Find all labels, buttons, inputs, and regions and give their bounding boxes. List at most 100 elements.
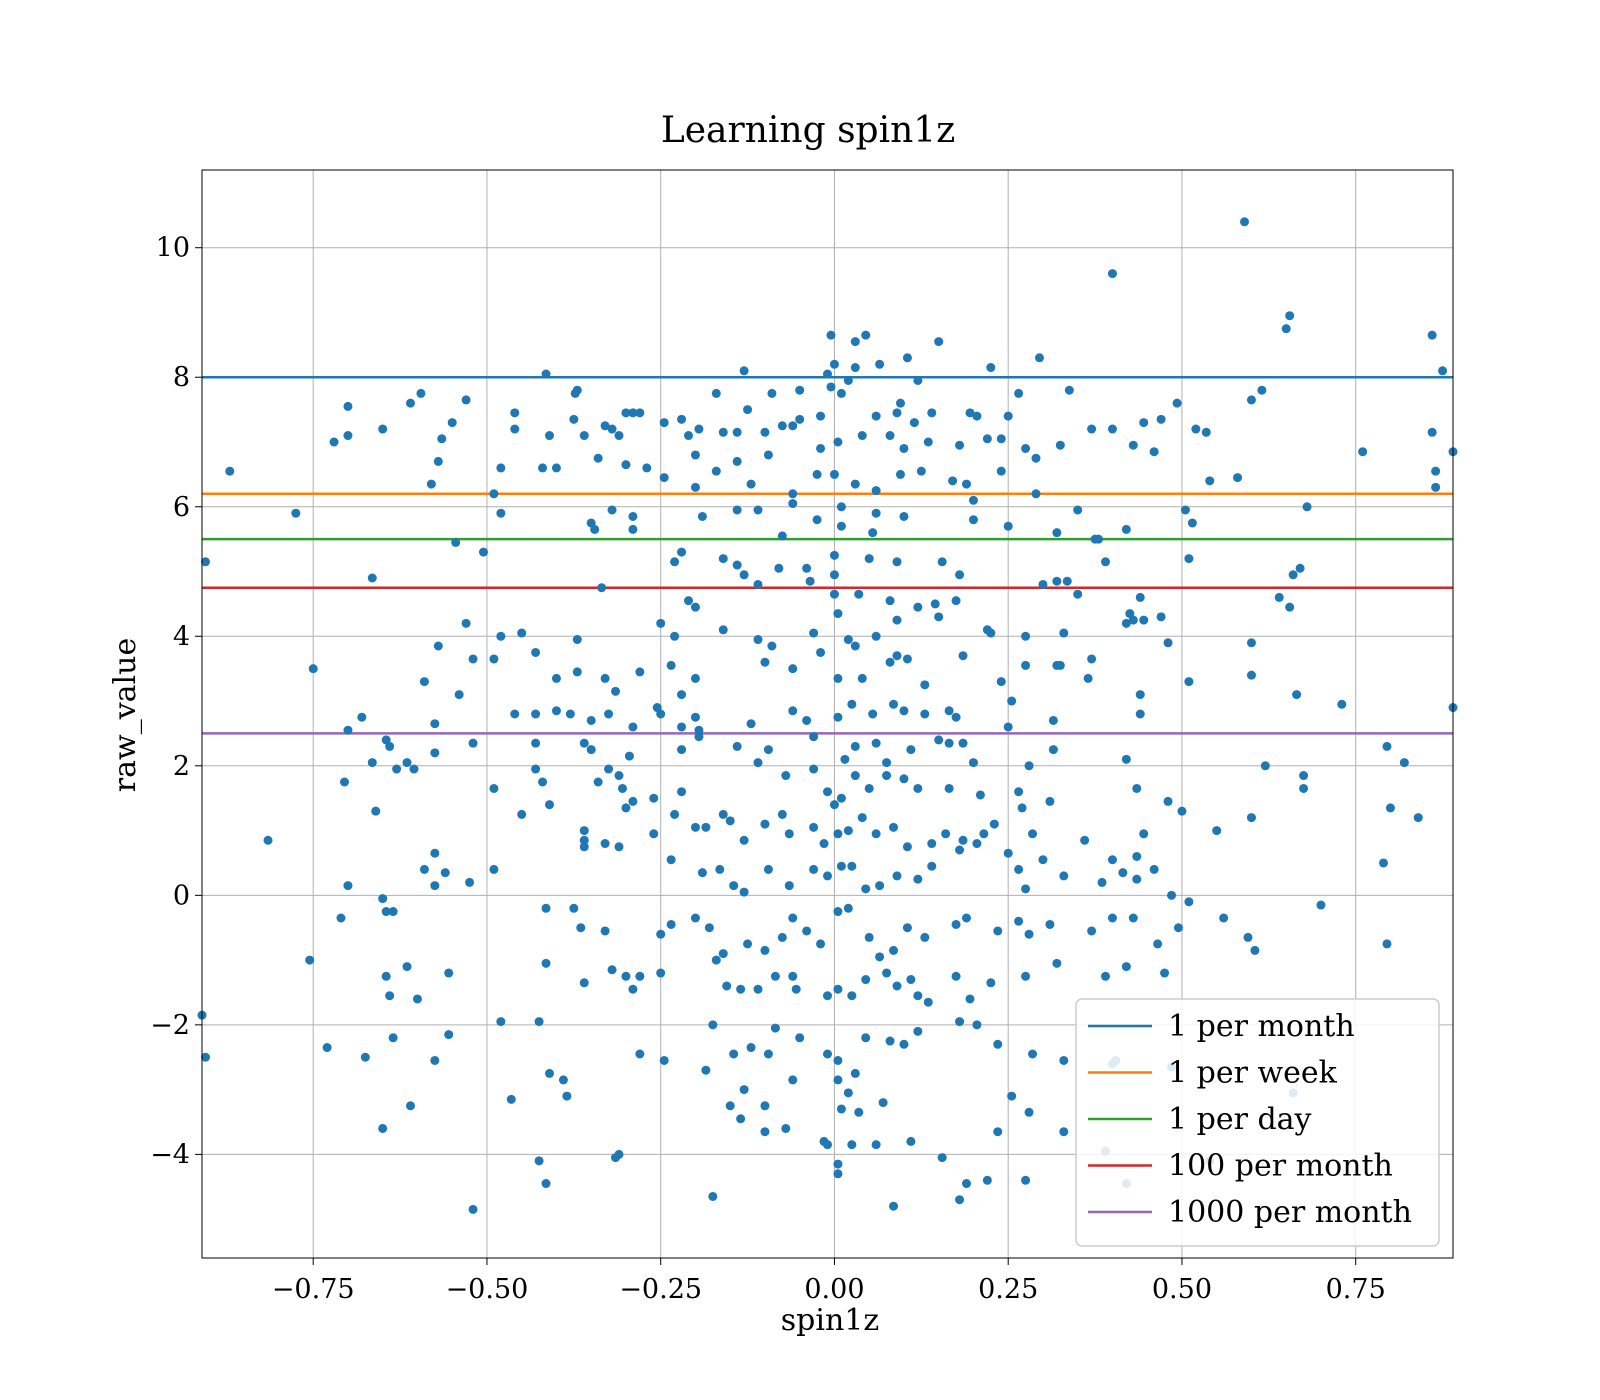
scatter-point (753, 579, 763, 589)
scatter-point (833, 673, 843, 683)
scatter-point (833, 1055, 843, 1065)
scatter-point (1107, 855, 1117, 865)
scatter-point (802, 926, 812, 936)
scatter-point (864, 554, 874, 564)
scatter-point (850, 479, 860, 489)
scatter-point (788, 421, 798, 431)
scatter-point (760, 945, 770, 955)
scatter-point (426, 479, 436, 489)
scatter-point (1135, 690, 1145, 700)
scatter-point (565, 709, 575, 719)
scatter-point (847, 1140, 857, 1150)
scatter-point (635, 667, 645, 677)
y-tick-label: 10 (156, 233, 190, 264)
scatter-point (777, 421, 787, 431)
scatter-point (788, 664, 798, 674)
scatter-point (871, 829, 881, 839)
legend: 1 per month 1 per week 1 per day 100 per mo… (1075, 998, 1440, 1247)
scatter-point (871, 1140, 881, 1150)
scatter-point (656, 968, 666, 978)
scatter-point (412, 994, 422, 1004)
scatter-point (833, 1169, 843, 1179)
scatter-point (788, 971, 798, 981)
scatter-point (823, 1140, 832, 1150)
scatter-point (600, 839, 610, 849)
scatter-point (635, 1049, 645, 1059)
scatter-point (833, 609, 843, 619)
scatter-point (510, 424, 520, 434)
scatter-point (996, 466, 1006, 476)
scatter-point (579, 842, 589, 852)
scatter-point (986, 363, 996, 373)
scatter-point (986, 978, 996, 988)
scatter-point (468, 738, 478, 748)
scatter-point (781, 1123, 791, 1133)
scatter-point (829, 570, 839, 580)
scatter-point (732, 456, 742, 466)
scatter-point (833, 1159, 843, 1169)
scatter-point (541, 369, 551, 379)
scatter-point (823, 1049, 832, 1059)
scatter-point (659, 418, 669, 428)
scatter-point (611, 686, 621, 696)
scatter-point (871, 738, 881, 748)
scatter-point (889, 822, 899, 832)
scatter-point (1299, 771, 1309, 781)
scatter-point (920, 709, 930, 719)
scatter-point (385, 991, 395, 1001)
scatter-point (551, 673, 561, 683)
scatter-point (597, 583, 607, 593)
scatter-point (927, 861, 937, 871)
scatter-point (1007, 1091, 1017, 1101)
scatter-point (889, 1201, 899, 1211)
scatter-point (968, 758, 978, 768)
scatter-point (809, 822, 819, 832)
scatter-point (965, 994, 975, 1004)
x-tick-label: −0.75 (272, 1274, 355, 1305)
scatter-point (955, 570, 965, 580)
scatter-point (1257, 385, 1267, 395)
scatter-point (545, 800, 554, 810)
scatter-point (690, 712, 700, 722)
scatter-point (1028, 1049, 1038, 1059)
scatter-point (711, 388, 721, 398)
scatter-point (882, 968, 892, 978)
scatter-point (993, 1039, 1003, 1049)
scatter-point (767, 641, 777, 651)
scatter-point (461, 618, 471, 628)
scatter-point (913, 783, 923, 793)
scatter-point (774, 563, 784, 573)
scatter-point (649, 793, 659, 803)
scatter-point (697, 868, 707, 878)
scatter-point (864, 932, 874, 942)
y-tick-label: −2 (150, 1010, 190, 1041)
scatter-point (850, 337, 860, 347)
scatter-point (833, 1075, 843, 1085)
scatter-point (718, 554, 728, 564)
scatter-point (593, 453, 603, 463)
scatter-point (1055, 660, 1065, 670)
scatter-point (725, 1101, 735, 1111)
scatter-point (1260, 761, 1270, 771)
scatter-point (1240, 217, 1249, 227)
scatter-point (1132, 851, 1142, 861)
scatter-point (579, 835, 589, 845)
scatter-point (666, 919, 676, 929)
scatter-point (1031, 489, 1041, 499)
scatter-point (847, 991, 857, 1001)
scatter-point (545, 1068, 554, 1078)
scatter-point (690, 913, 700, 923)
scatter-point (708, 1191, 718, 1201)
scatter-point (927, 408, 937, 418)
scatter-point (850, 741, 860, 751)
scatter-point (1073, 505, 1083, 515)
scatter-point (930, 599, 940, 609)
scatter-point (840, 754, 850, 764)
scatter-point (833, 907, 843, 917)
scatter-point (895, 469, 905, 479)
scatter-point (715, 864, 725, 874)
scatter-point (586, 715, 596, 725)
scatter-point (388, 1033, 398, 1043)
scatter-point (614, 1149, 624, 1159)
scatter-point (558, 1075, 568, 1085)
